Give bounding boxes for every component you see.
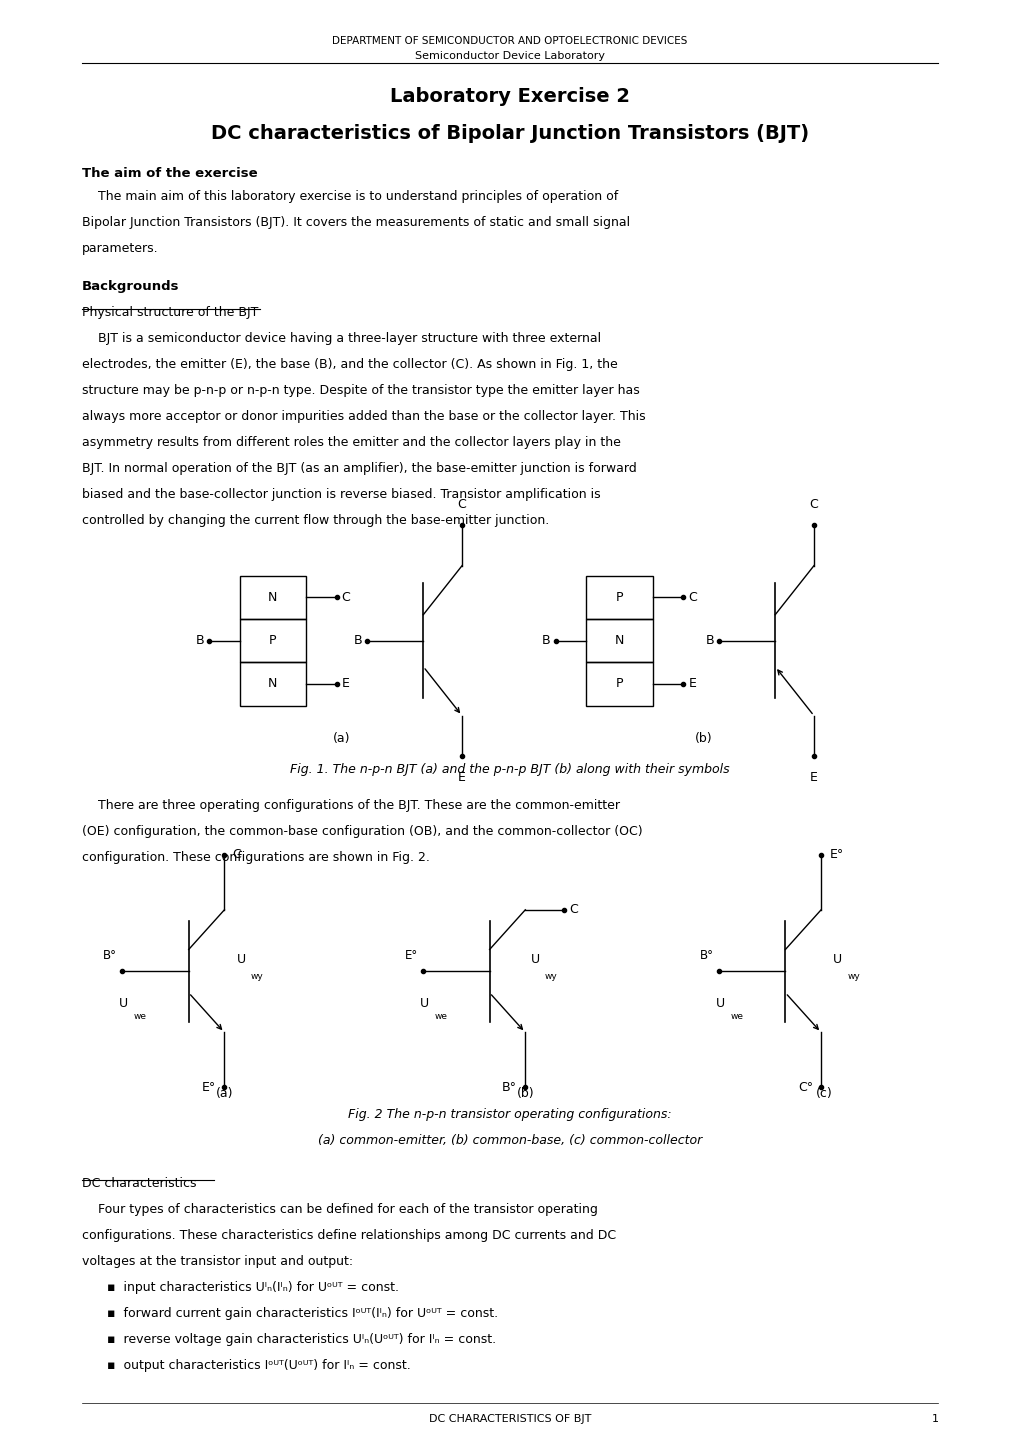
- Text: N: N: [268, 590, 277, 605]
- Text: E: E: [458, 771, 466, 784]
- Text: DC CHARACTERISTICS OF BJT: DC CHARACTERISTICS OF BJT: [428, 1414, 591, 1424]
- Text: BJT is a semiconductor device having a three-layer structure with three external: BJT is a semiconductor device having a t…: [82, 332, 600, 345]
- Text: DC characteristics: DC characteristics: [82, 1177, 196, 1190]
- Text: configuration. These configurations are shown in Fig. 2.: configuration. These configurations are …: [82, 851, 429, 864]
- Text: C: C: [458, 498, 466, 511]
- Text: E°: E°: [405, 949, 418, 962]
- Text: B: B: [354, 633, 362, 648]
- Text: Fig. 1. The n-p-n BJT (a) and the p-n-p BJT (b) along with their symbols: Fig. 1. The n-p-n BJT (a) and the p-n-p …: [289, 763, 730, 776]
- Text: always more acceptor or donor impurities added than the base or the collector la: always more acceptor or donor impurities…: [82, 410, 645, 423]
- Text: DC characteristics of Bipolar Junction Transistors (BJT): DC characteristics of Bipolar Junction T…: [211, 124, 808, 143]
- Text: B: B: [542, 633, 550, 648]
- Text: E°: E°: [828, 848, 843, 861]
- Text: Bipolar Junction Transistors (BJT). It covers the measurements of static and sma: Bipolar Junction Transistors (BJT). It c…: [82, 216, 629, 229]
- Text: ▪  reverse voltage gain characteristics Uᴵₙ(Uᵒᵁᵀ) for Iᴵₙ = const.: ▪ reverse voltage gain characteristics U…: [107, 1333, 495, 1346]
- Bar: [239, 662, 306, 706]
- Text: U: U: [236, 952, 246, 967]
- Text: wy: wy: [251, 973, 263, 981]
- Text: Backgrounds: Backgrounds: [82, 280, 179, 293]
- Text: C: C: [809, 498, 817, 511]
- Text: The aim of the exercise: The aim of the exercise: [82, 167, 257, 180]
- Text: ▪  forward current gain characteristics Iᵒᵁᵀ(Iᴵₙ) for Uᵒᵁᵀ = const.: ▪ forward current gain characteristics I…: [107, 1307, 497, 1320]
- Text: U: U: [530, 952, 539, 967]
- Text: B: B: [196, 633, 204, 648]
- Text: E: E: [688, 677, 696, 691]
- Text: (c): (c): [815, 1087, 832, 1100]
- Text: B: B: [705, 633, 713, 648]
- Bar: [586, 576, 652, 619]
- Text: electrodes, the emitter (E), the base (B), and the collector (C). As shown in Fi: electrodes, the emitter (E), the base (B…: [82, 358, 616, 371]
- Text: configurations. These characteristics define relationships among DC currents and: configurations. These characteristics de…: [82, 1229, 615, 1242]
- Text: P: P: [615, 677, 623, 691]
- Text: U: U: [715, 997, 725, 1010]
- Text: we: we: [434, 1012, 447, 1020]
- Text: (a) common-emitter, (b) common-base, (c) common-collector: (a) common-emitter, (b) common-base, (c)…: [318, 1134, 701, 1147]
- Bar: [586, 619, 652, 662]
- Text: structure may be p-n-p or n-p-n type. Despite of the transistor type the emitter: structure may be p-n-p or n-p-n type. De…: [82, 384, 639, 397]
- Text: Semiconductor Device Laboratory: Semiconductor Device Laboratory: [415, 51, 604, 61]
- Text: Fig. 2 The n-p-n transistor operating configurations:: Fig. 2 The n-p-n transistor operating co…: [347, 1108, 672, 1121]
- Text: E: E: [341, 677, 350, 691]
- Text: biased and the base-collector junction is reverse biased. Transistor amplificati: biased and the base-collector junction i…: [82, 488, 599, 501]
- Text: parameters.: parameters.: [82, 242, 158, 255]
- Text: P: P: [269, 633, 276, 648]
- Text: Physical structure of the BJT: Physical structure of the BJT: [82, 306, 258, 319]
- Text: Laboratory Exercise 2: Laboratory Exercise 2: [389, 87, 630, 105]
- Text: E°: E°: [202, 1081, 216, 1094]
- Text: (b): (b): [694, 732, 712, 745]
- Text: C: C: [569, 903, 578, 916]
- Text: (a): (a): [215, 1087, 233, 1100]
- Text: U: U: [833, 952, 842, 967]
- Text: (b): (b): [516, 1087, 534, 1100]
- Text: (a): (a): [332, 732, 351, 745]
- Text: E: E: [809, 771, 817, 784]
- Text: U: U: [420, 997, 429, 1010]
- Text: C°: C°: [797, 1081, 812, 1094]
- Text: U: U: [119, 997, 128, 1010]
- Text: voltages at the transistor input and output:: voltages at the transistor input and out…: [82, 1255, 353, 1268]
- Text: C: C: [232, 848, 242, 861]
- Text: B°: B°: [699, 949, 713, 962]
- Text: C: C: [341, 590, 351, 605]
- Text: There are three operating configurations of the BJT. These are the common-emitte: There are three operating configurations…: [82, 799, 619, 812]
- Text: N: N: [614, 633, 624, 648]
- Text: Four types of characteristics can be defined for each of the transistor operatin: Four types of characteristics can be def…: [82, 1203, 597, 1216]
- Text: controlled by changing the current flow through the base-emitter junction.: controlled by changing the current flow …: [82, 514, 548, 527]
- Text: (OE) configuration, the common-base configuration (OB), and the common-collector: (OE) configuration, the common-base conf…: [82, 825, 642, 838]
- Bar: [239, 619, 306, 662]
- Text: C: C: [688, 590, 697, 605]
- Text: wy: wy: [847, 973, 860, 981]
- Text: P: P: [615, 590, 623, 605]
- Bar: [586, 662, 652, 706]
- Text: we: we: [133, 1012, 147, 1020]
- Text: DEPARTMENT OF SEMICONDUCTOR AND OPTOELECTRONIC DEVICES: DEPARTMENT OF SEMICONDUCTOR AND OPTOELEC…: [332, 36, 687, 46]
- Text: wy: wy: [544, 973, 557, 981]
- Text: we: we: [730, 1012, 743, 1020]
- Text: ▪  input characteristics Uᴵₙ(Iᴵₙ) for Uᵒᵁᵀ = const.: ▪ input characteristics Uᴵₙ(Iᴵₙ) for Uᵒᵁ…: [107, 1281, 398, 1294]
- Text: 1: 1: [930, 1414, 937, 1424]
- Text: asymmetry results from different roles the emitter and the collector layers play: asymmetry results from different roles t…: [82, 436, 620, 449]
- Text: BJT. In normal operation of the BJT (as an amplifier), the base-emitter junction: BJT. In normal operation of the BJT (as …: [82, 462, 636, 475]
- Text: The main aim of this laboratory exercise is to understand principles of operatio: The main aim of this laboratory exercise…: [82, 190, 618, 203]
- Text: B°: B°: [501, 1081, 517, 1094]
- Text: B°: B°: [103, 949, 117, 962]
- Bar: [239, 576, 306, 619]
- Text: ▪  output characteristics Iᵒᵁᵀ(Uᵒᵁᵀ) for Iᴵₙ = const.: ▪ output characteristics Iᵒᵁᵀ(Uᵒᵁᵀ) for …: [107, 1359, 411, 1372]
- Text: N: N: [268, 677, 277, 691]
